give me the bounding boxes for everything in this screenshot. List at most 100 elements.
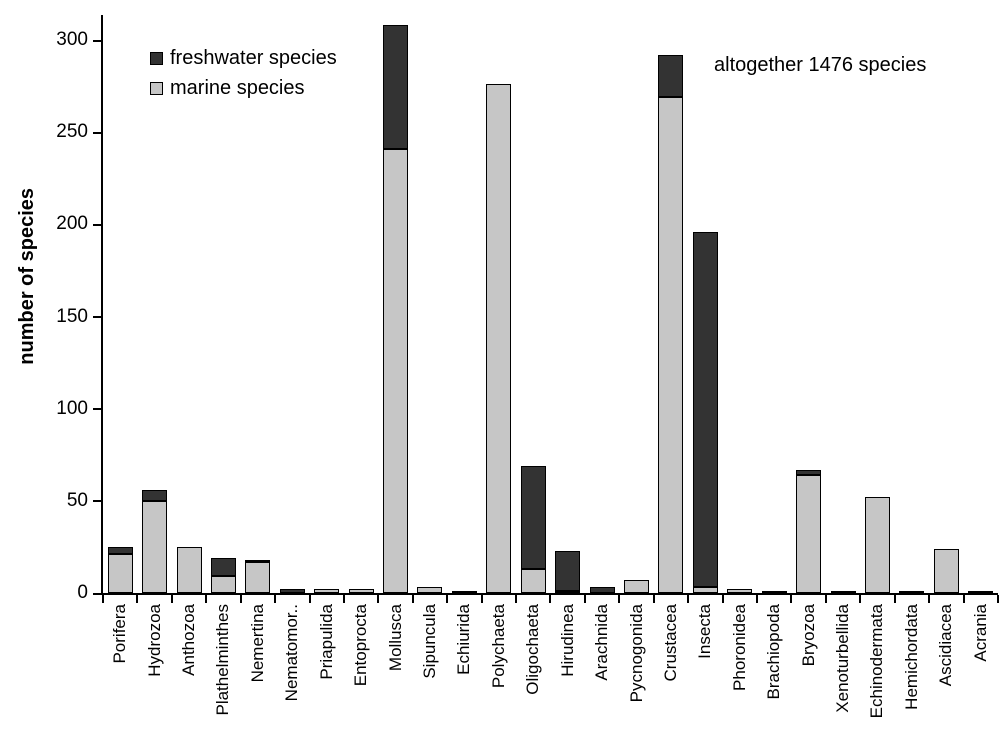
x-category-label: Hydrozoa (144, 604, 164, 677)
bar-segment-marine (830, 591, 856, 594)
x-tick (170, 595, 173, 603)
bar-segment-marine (142, 500, 168, 593)
bar-segment-freshwater (658, 54, 684, 98)
y-tick-label: 100 (56, 397, 88, 419)
x-category-label: Bryozoa (798, 604, 818, 667)
bar-segment-marine (864, 497, 890, 593)
bar-segment-marine (761, 591, 787, 594)
marine-swatch-icon (150, 81, 163, 95)
y-tick-label: 0 (77, 582, 88, 603)
y-tick-label: 200 (56, 213, 88, 235)
bar-segment-marine (176, 546, 202, 593)
bar-segment-freshwater (107, 546, 133, 555)
x-tick (308, 595, 311, 603)
x-tick (687, 595, 690, 603)
x-category-label: Entoprocta (351, 604, 371, 687)
bar-segment-freshwater (796, 469, 822, 476)
x-category-label: Pycnogonida (626, 604, 646, 703)
legend-label-marine: marine species (170, 77, 305, 99)
x-tick (859, 595, 862, 603)
x-tick (652, 595, 655, 603)
x-tick (377, 595, 380, 603)
x-tick (755, 595, 758, 603)
legend: freshwater species marine species (150, 46, 337, 100)
x-category-label: Hirudinea (557, 604, 577, 677)
bar-segment-freshwater (383, 25, 409, 149)
x-tick (790, 595, 793, 603)
y-tick-label: 300 (56, 29, 88, 51)
x-category-label: Echinodermata (867, 604, 887, 719)
freshwater-swatch-icon (150, 51, 163, 65)
bar-segment-freshwater (210, 557, 236, 577)
x-tick (102, 595, 104, 603)
x-category-label: Nematomor.. (282, 604, 302, 702)
x-tick (515, 595, 518, 603)
x-tick (824, 595, 827, 603)
legend-label-freshwater: freshwater species (170, 47, 337, 69)
bar-segment-freshwater (555, 550, 581, 592)
y-tick (93, 408, 101, 411)
legend-item-marine: marine species (150, 76, 337, 100)
x-category-label: Phoronidea (729, 604, 749, 691)
x-category-label: Polychaeta (488, 604, 508, 689)
x-category-label: Anthozoa (179, 604, 199, 676)
x-tick (928, 595, 931, 603)
x-tick (549, 595, 552, 603)
x-tick (411, 595, 414, 603)
bar-segment-marine (796, 475, 822, 593)
bar-segment-freshwater (589, 587, 615, 593)
y-tick (93, 500, 101, 503)
y-tick-label: 250 (56, 121, 88, 143)
x-tick (618, 595, 621, 603)
x-category-label: Arachnida (592, 604, 612, 681)
x-category-label: Acrania (970, 604, 990, 662)
x-category-label: Hemichordata (901, 604, 921, 710)
bar-segment-marine (107, 554, 133, 593)
x-category-label: Mollusca (385, 604, 405, 672)
x-tick (480, 595, 483, 603)
bar-segment-marine (624, 580, 649, 593)
x-category-label: Echiurida (454, 604, 474, 675)
bar-segment-marine (520, 569, 546, 593)
x-tick (962, 595, 965, 603)
y-tick (93, 316, 101, 319)
x-category-label: Sipuncula (419, 604, 439, 679)
x-tick (583, 595, 586, 603)
bar-segment-marine (383, 148, 409, 593)
x-tick (996, 595, 999, 603)
bar-segment-freshwater (279, 589, 305, 593)
x-category-label: Brachiopoda (764, 604, 784, 700)
y-tick (93, 131, 101, 134)
bar-segment-marine (968, 591, 994, 594)
x-tick (342, 595, 345, 603)
x-axis-line (101, 593, 998, 595)
y-axis-line (101, 15, 103, 595)
x-category-label: Xenoturbellida (833, 604, 853, 713)
x-tick (274, 595, 277, 603)
x-category-label: Oligochaeta (523, 604, 543, 695)
bar-segment-marine (658, 97, 684, 593)
bar-segment-marine (348, 589, 374, 593)
x-tick (446, 595, 449, 603)
x-category-label: Plathelminthes (213, 604, 233, 716)
total-species-annotation: altogether 1476 species (714, 54, 927, 76)
x-category-label: Priapulida (316, 604, 336, 680)
bar-segment-marine (727, 589, 753, 593)
x-category-label: Ascidiacea (936, 604, 956, 687)
bar-segment-freshwater (245, 559, 271, 562)
bar-segment-marine (486, 84, 512, 593)
x-category-label: Nemertina (247, 604, 267, 683)
bar-segment-marine (417, 587, 443, 593)
y-tick (93, 39, 101, 42)
x-tick (721, 595, 724, 603)
y-tick-label: 50 (66, 489, 88, 511)
y-tick-label: 150 (56, 305, 88, 327)
x-category-label: Insecta (695, 604, 715, 659)
bar-segment-freshwater (520, 465, 546, 570)
x-tick (893, 595, 896, 603)
bar-segment-marine (451, 591, 477, 594)
bar-segment-marine (555, 591, 581, 594)
bar-segment-marine (314, 589, 340, 593)
x-tick (136, 595, 139, 603)
